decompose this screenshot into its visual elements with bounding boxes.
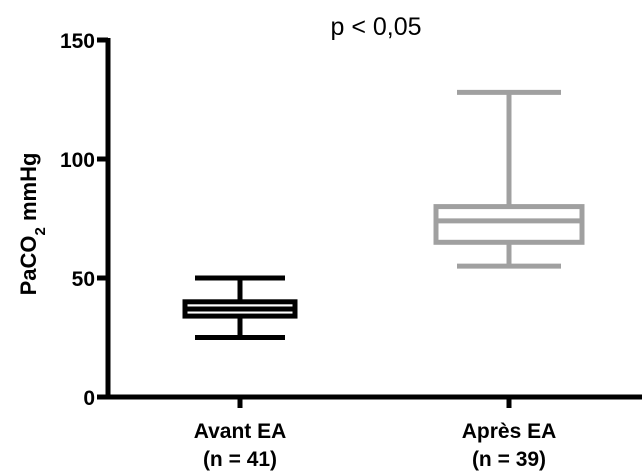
p-value-annotation: p < 0,05 (330, 13, 421, 41)
y-axis-label-subscript: 2 (32, 227, 49, 235)
x-category-count: (n = 39) (472, 448, 546, 471)
y-tick-label: 50 (72, 268, 95, 291)
y-tick-label: 150 (60, 30, 95, 53)
x-category-labels: Avant EA (n = 41) Après EA (n = 39) (194, 397, 557, 471)
y-axis-label: PaCO2 mmHg (16, 153, 49, 296)
x-category-count: (n = 41) (203, 448, 277, 471)
axes (105, 38, 642, 400)
x-category-label: Avant EA (194, 420, 287, 443)
iqr-box (433, 204, 585, 245)
box-2 (433, 89, 585, 269)
y-tick-label: 0 (83, 387, 95, 410)
y-tick-label: 100 (60, 149, 95, 172)
y-ticks: 0 50 100 150 (60, 30, 108, 410)
boxes (182, 89, 585, 340)
x-category-label: Après EA (462, 420, 557, 443)
box-1 (182, 275, 298, 340)
y-axis-label-unit: mmHg (16, 153, 41, 228)
y-axis-label-main: PaCO (16, 235, 41, 295)
